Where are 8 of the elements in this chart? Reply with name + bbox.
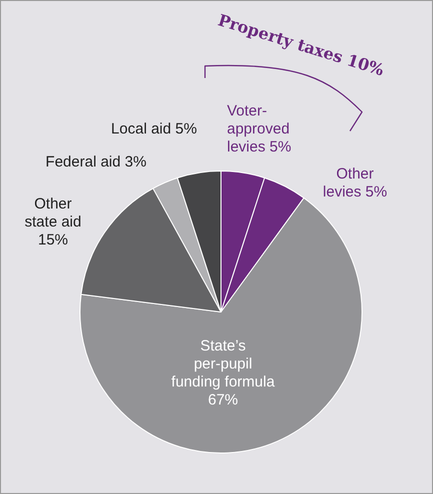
- slice-label: Voter-approved levies 5%: [227, 102, 292, 156]
- slice-label: Federal aid 3%: [46, 154, 146, 170]
- slice-label: Other levies 5%: [322, 166, 388, 200]
- slice-label: Local aid 5%: [111, 120, 197, 138]
- data-label: 67%: [208, 392, 238, 408]
- slice-label: Other state aid: [24, 196, 82, 230]
- data-label: 15%: [38, 232, 68, 248]
- slice-label: State’s per-pupil funding formula: [171, 338, 276, 390]
